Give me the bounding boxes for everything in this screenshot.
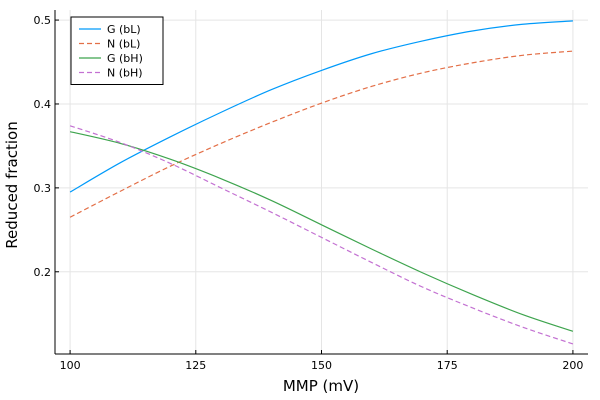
series-line-g-bh <box>69 131 574 332</box>
y-tick-label: 0.4 <box>34 98 52 111</box>
series-layer <box>69 20 574 345</box>
x-tick-label: 125 <box>185 359 206 372</box>
x-tick-label: 175 <box>437 359 458 372</box>
legend: G (bL) N (bL)G (bH) N (bH) <box>70 16 164 85</box>
legend-label-g-bl: G (bL) <box>107 23 141 36</box>
legend-box <box>70 16 164 85</box>
x-tick-label: 100 <box>60 359 81 372</box>
x-tick-label: 200 <box>562 359 583 372</box>
ticks: 100 125 150 175 200 0.2 0.3 0.4 0.5 <box>34 14 584 372</box>
y-tick-label: 0.3 <box>34 182 52 195</box>
x-tick-label: 150 <box>311 359 332 372</box>
y-axis-title: Reduced fraction <box>3 121 21 248</box>
y-tick-label: 0.5 <box>34 14 52 27</box>
y-tick-label: 0.2 <box>34 266 52 279</box>
legend-label-n-bh: N (bH) <box>107 67 143 80</box>
x-axis-title: MMP (mV) <box>283 377 359 395</box>
legend-label-g-bh: G (bH) <box>107 52 143 65</box>
legend-label-n-bl: N (bL) <box>107 38 140 51</box>
series-line-n-bl <box>69 50 573 218</box>
series-line-g-bl <box>69 20 573 193</box>
series-line-n-bh <box>69 125 574 345</box>
